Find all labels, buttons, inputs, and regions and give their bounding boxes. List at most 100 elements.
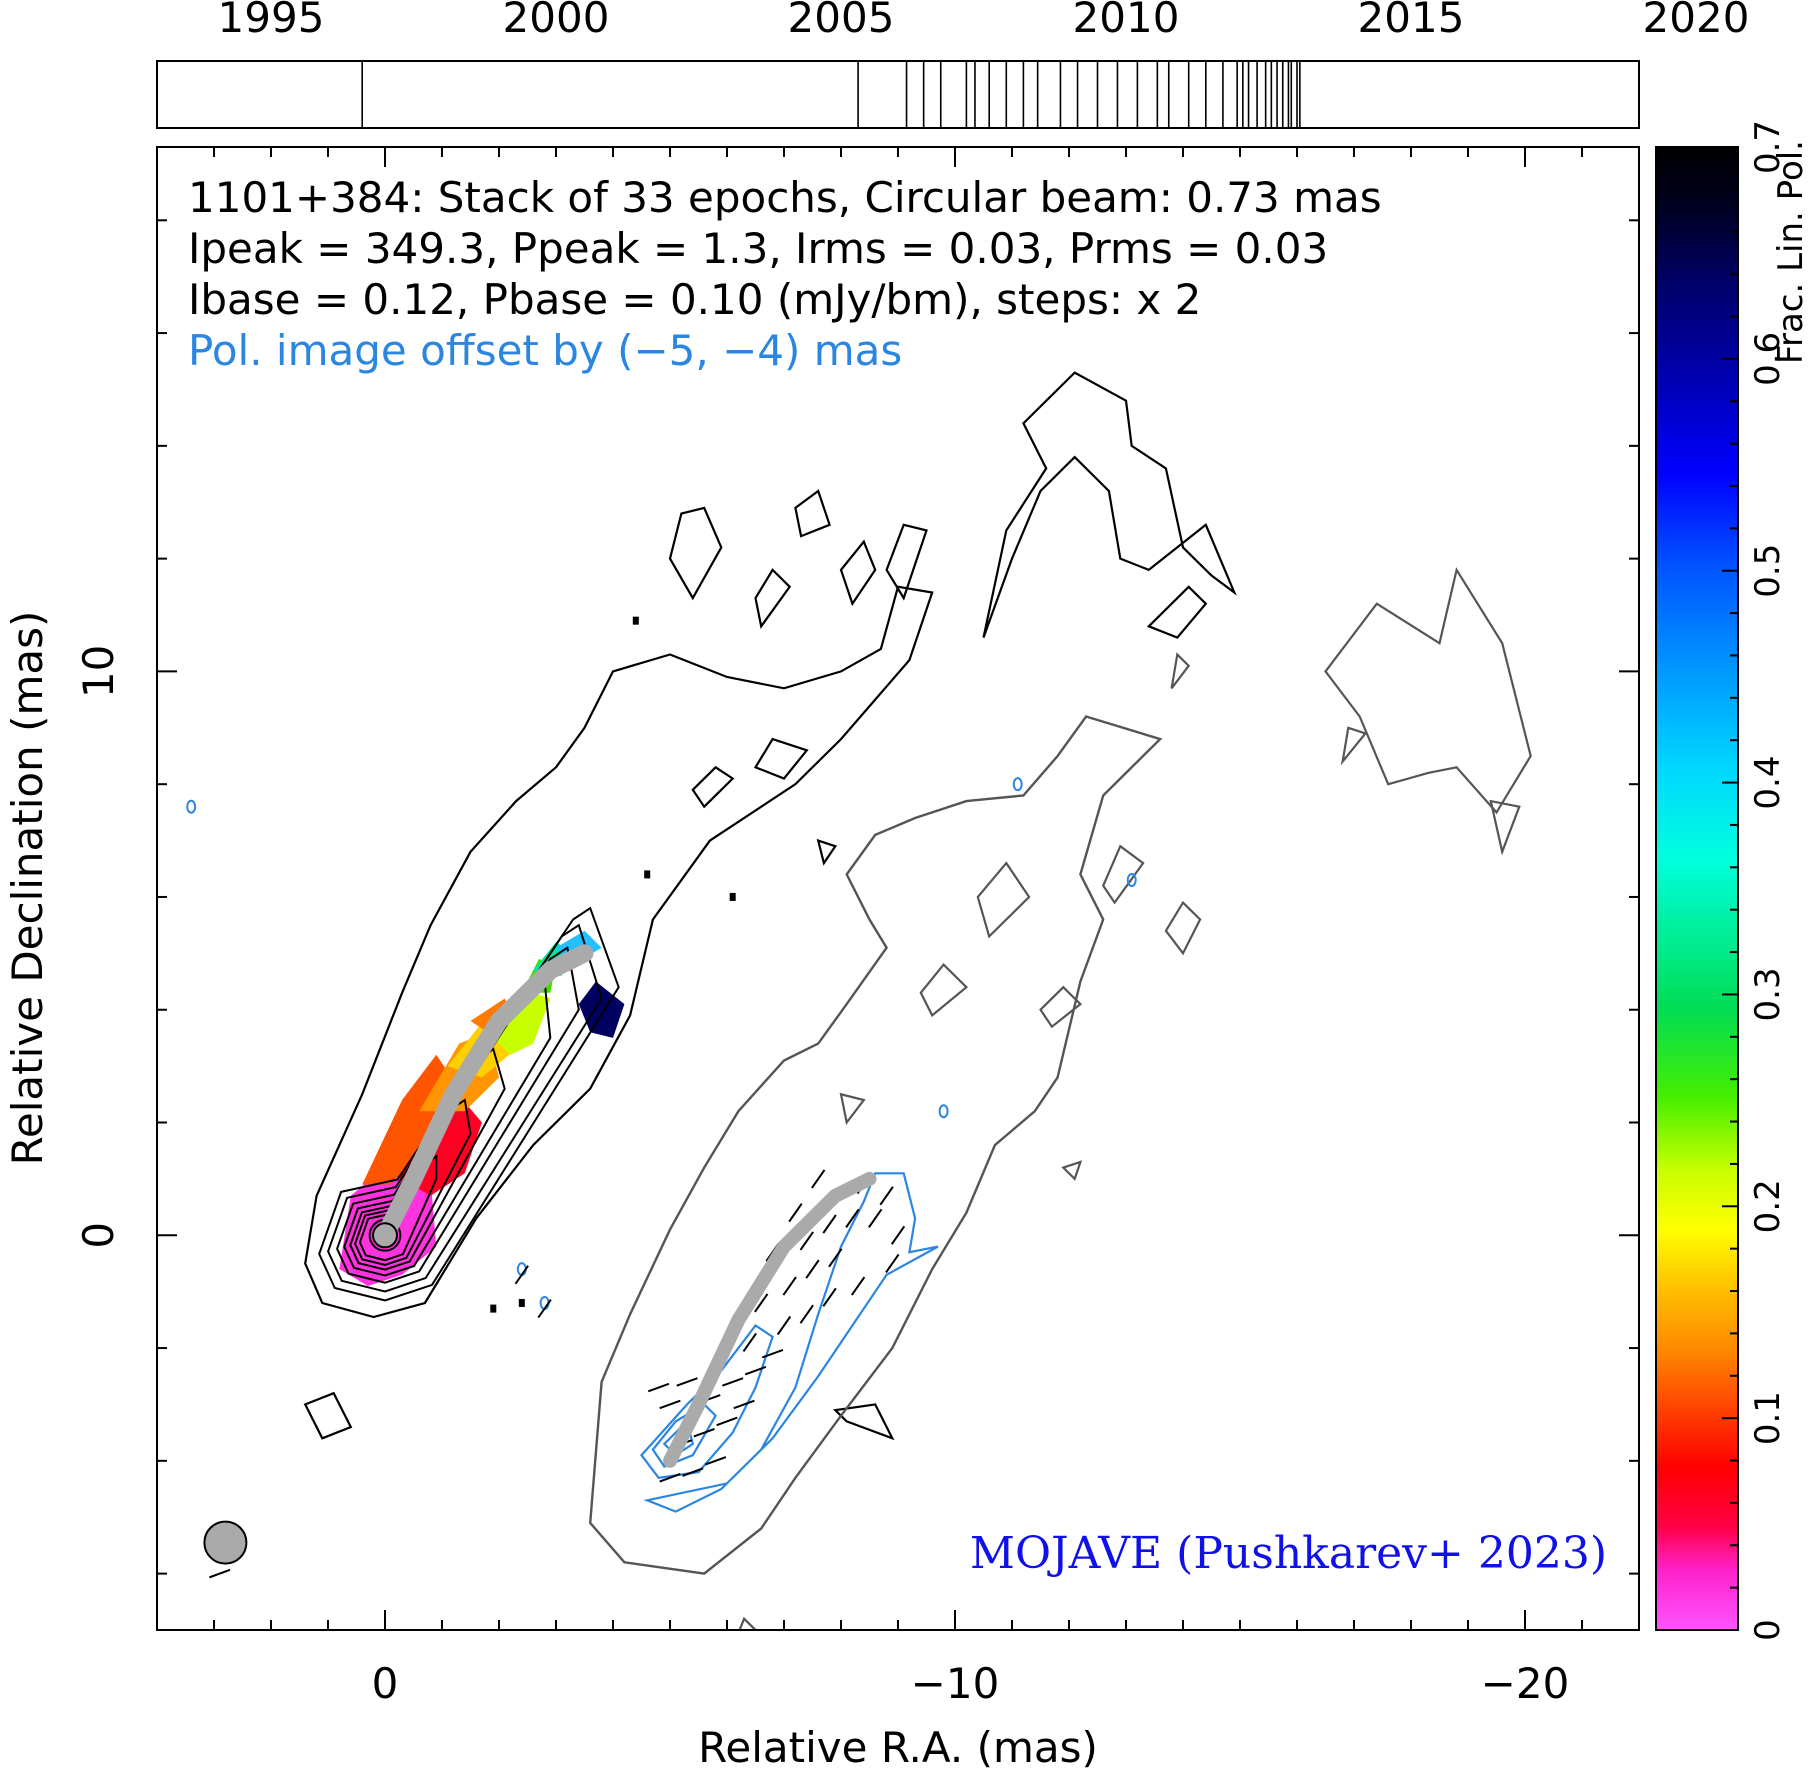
pol-offset-island	[1061, 1160, 1083, 1181]
pol-offset-island	[1170, 652, 1191, 689]
timeline-year-label: 2005	[788, 0, 895, 42]
beam-ellipse	[203, 1520, 248, 1565]
total-intensity-island	[691, 765, 735, 809]
colorbar: 0 0.1 0.2 0.3 0.4 0.5 0.6 0.7 Frac. Lin. Pol.	[1655, 120, 1811, 1641]
colorbar-tick-label: 0	[1748, 1619, 1788, 1641]
total-intensity-contour	[358, 1154, 438, 1262]
timeline-year-label: 2015	[1358, 0, 1465, 42]
evpa-tick	[659, 1399, 681, 1410]
evpa-tick	[209, 1568, 231, 1579]
axis-tick-labels: 0 −10 −20 0 10	[74, 645, 1569, 1708]
evpa-tick	[776, 1315, 792, 1336]
evpa-tick	[799, 1231, 814, 1251]
main-plot: 0 −10 −20 0 10 1101+384: Stack of 33 epochs,…	[3, 146, 1640, 1772]
polarized-intensity-contour	[643, 1172, 939, 1513]
evpa-tick	[885, 1253, 900, 1274]
colorbar-tick-label: 0.6	[1748, 332, 1788, 386]
total-intensity-island	[816, 838, 838, 866]
colorbar-title: Frac. Lin. Pol.	[1771, 140, 1811, 364]
pol-offset-island	[919, 962, 969, 1018]
pol-offset-island	[1489, 799, 1521, 856]
evpa-tick	[828, 1248, 843, 1268]
total-intensity-contour	[343, 979, 552, 1277]
polarized-intensity-speck	[62, 440, 70, 452]
jet-ridge-total-intensity	[376, 944, 594, 1245]
total-intensity-island	[794, 489, 831, 538]
credit-label: MOJAVE (Pushkarev+ 2023)	[970, 1528, 1607, 1579]
evpa-tick	[805, 1259, 820, 1279]
evpa-tick	[822, 1214, 837, 1234]
evpa-tick	[682, 1467, 704, 1477]
timeline-year-label: 2010	[1073, 0, 1180, 42]
contour-speck	[632, 616, 639, 625]
timeline-frame	[156, 60, 1640, 129]
pol-offset-island	[1039, 985, 1083, 1029]
pol-offset-island	[738, 1616, 758, 1630]
total-intensity-island	[1146, 585, 1208, 639]
colorbar-gradient	[1656, 147, 1738, 1630]
total-intensity-island	[832, 1403, 895, 1441]
evpa-tick	[754, 1293, 769, 1313]
colorbar-ticks	[1722, 146, 1738, 1631]
total-intensity-island	[754, 568, 792, 629]
colorbar-tick-label: 0.3	[1748, 967, 1788, 1021]
total-intensity-island	[885, 523, 928, 601]
colorbar-tick-labels: 0 0.1 0.2 0.3 0.4 0.5 0.6 0.7	[1748, 120, 1788, 1641]
contour-speck	[729, 892, 736, 901]
evpa-tick	[822, 1287, 837, 1307]
x-tick-label: 0	[372, 1659, 399, 1708]
polarized-intensity-contour	[651, 1403, 717, 1468]
evpa-tick	[761, 1348, 784, 1359]
evpa-tick	[647, 1382, 670, 1393]
total-intensity-contour	[349, 1047, 506, 1271]
pol-offset-island	[976, 861, 1031, 939]
contour-features	[62, 371, 1532, 1630]
contour-speck	[490, 1304, 497, 1313]
pol-offset-island	[1324, 567, 1532, 815]
total-intensity-island	[982, 371, 1237, 638]
pol-offset-outer-contour	[588, 715, 1163, 1575]
pol-offset-island	[1340, 726, 1368, 766]
total-intensity-contour	[354, 1098, 472, 1266]
annotation-line-4: Pol. image offset by (−5, −4) mas	[188, 326, 902, 375]
total-intensity-island	[303, 1391, 353, 1440]
frac-pol-patch	[493, 992, 551, 1055]
evpa-tick	[693, 1427, 715, 1438]
annotation-line-2: Ipeak = 349.3, Ppeak = 1.3, Irms = 0.03,…	[188, 224, 1328, 273]
y-axis-title: Relative Declination (mas)	[3, 611, 52, 1166]
epoch-timeline: 1995 2000 2005 2010 2015 2020	[156, 0, 1750, 129]
total-intensity-island	[668, 506, 723, 601]
evpa-tick	[704, 1456, 727, 1466]
total-intensity-contour	[327, 923, 603, 1293]
timeline-year-label: 1995	[218, 0, 325, 42]
polarized-intensity-speck	[186, 799, 197, 814]
axis-ticks	[156, 147, 1640, 1630]
evpa-tick	[788, 1203, 803, 1223]
evpa-tick	[742, 1332, 757, 1353]
timeline-year-labels: 1995 2000 2005 2010 2015 2020	[218, 0, 1750, 42]
pol-offset-island	[1164, 900, 1202, 956]
evpa-tick	[890, 1225, 906, 1245]
evpa-tick	[879, 1186, 894, 1206]
evpa-tick	[537, 1299, 552, 1319]
y-tick-label: 10	[74, 645, 123, 698]
polarized-intensity-speck	[1012, 777, 1023, 792]
evpa-tick	[722, 1377, 744, 1387]
y-tick-label: 0	[74, 1222, 123, 1249]
evpa-tick	[782, 1276, 797, 1296]
colorbar-tick-label: 0.5	[1748, 544, 1788, 598]
evpa-tick	[716, 1416, 738, 1427]
colorbar-tick-label: 0.1	[1748, 1391, 1788, 1445]
annotation-line-3: Ibase = 0.12, Pbase = 0.10 (mJy/bm), ste…	[188, 275, 1201, 324]
timeline-year-label: 2020	[1643, 0, 1750, 42]
contour-speck	[518, 1298, 525, 1307]
evpa-tick	[868, 1208, 883, 1228]
polarized-intensity-speck	[1126, 873, 1137, 888]
total-intensity-island	[839, 539, 877, 607]
timeline-year-label: 2000	[503, 0, 610, 42]
evpa-tick	[744, 1365, 767, 1376]
evpa-tick	[850, 1276, 866, 1296]
annotation-line-1: 1101+384: Stack of 33 epochs, Circular b…	[188, 173, 1382, 222]
polarized-intensity-contour	[157, 1571, 159, 1575]
contour-speck	[644, 870, 651, 879]
